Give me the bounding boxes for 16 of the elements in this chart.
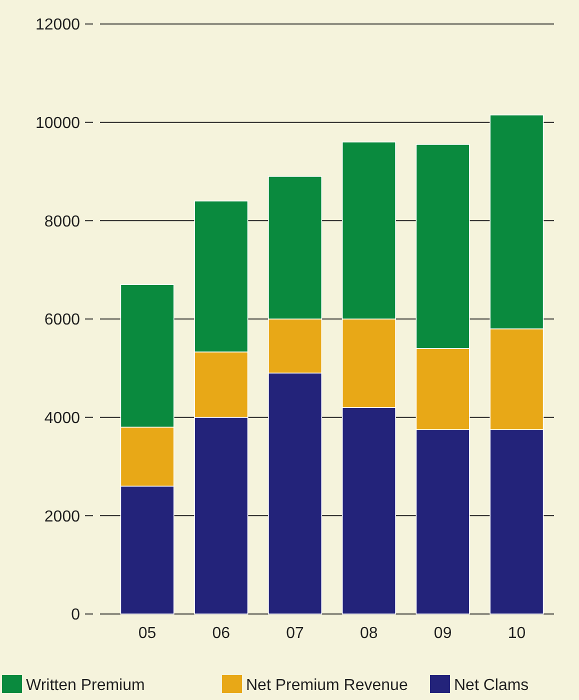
y-tick-label: 6000 bbox=[44, 312, 80, 329]
x-tick-label: 06 bbox=[212, 625, 230, 642]
legend-label: Net Clams bbox=[454, 677, 529, 694]
x-tick-label: 09 bbox=[434, 625, 452, 642]
x-tick-label: 08 bbox=[360, 625, 378, 642]
legend-label: Written Premium bbox=[26, 677, 145, 694]
x-tick-label: 10 bbox=[508, 625, 526, 642]
legend-label: Net Premium Revenue bbox=[246, 677, 408, 694]
y-tick-label: 0 bbox=[71, 606, 80, 624]
y-tick-label: 8000 bbox=[44, 213, 80, 230]
y-tick-label: 4000 bbox=[44, 410, 80, 427]
y-tick-label: 10000 bbox=[36, 114, 80, 132]
y-tick-label: 2000 bbox=[44, 508, 80, 526]
x-tick-label: 07 bbox=[286, 625, 304, 642]
x-tick-label: 05 bbox=[138, 625, 156, 642]
y-tick-label: 12000 bbox=[36, 16, 80, 34]
